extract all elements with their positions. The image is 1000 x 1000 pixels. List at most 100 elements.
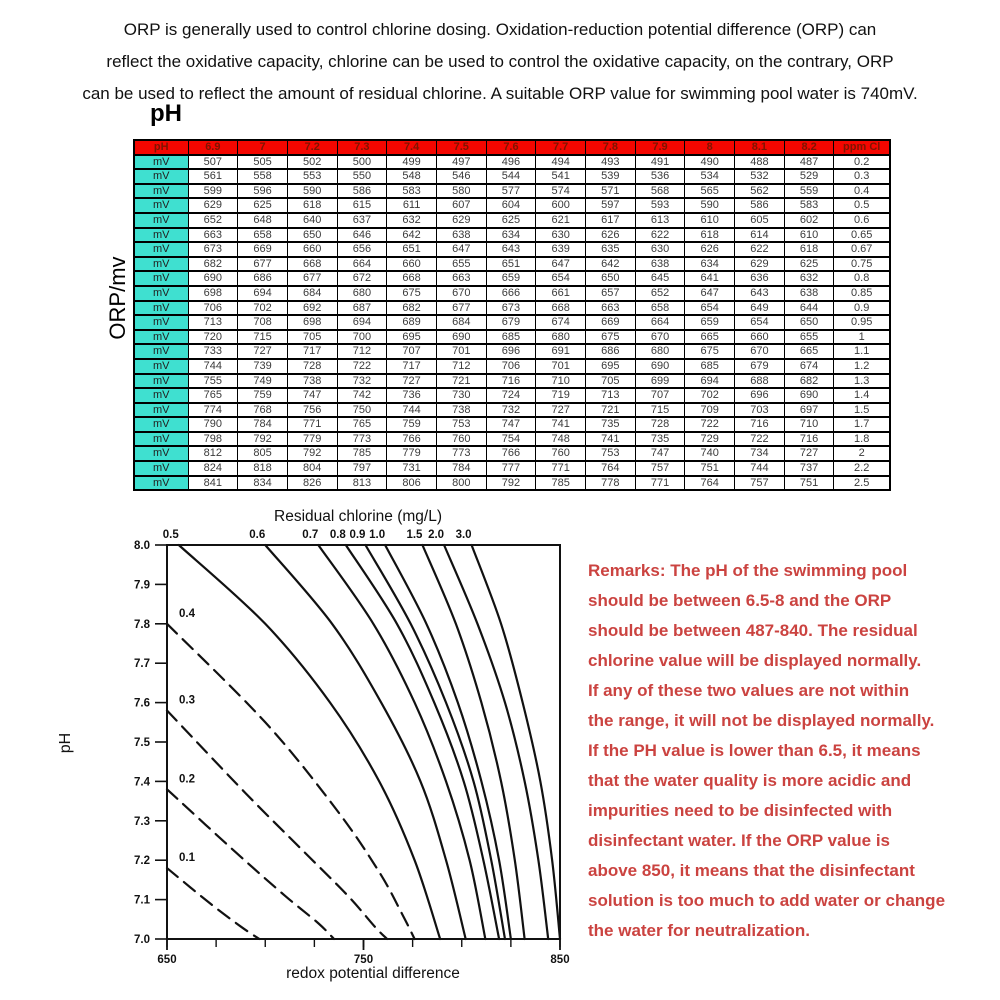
mv-value-cell: 568: [634, 182, 686, 200]
table-row: mV 629 625 618 615 611 607 604 600 597 593 590 586 58…: [133, 197, 891, 214]
mv-value-cell: 686: [237, 270, 288, 287]
mv-value-cell: 739: [237, 357, 288, 375]
table-header-cell: pH: [133, 139, 189, 156]
mv-value-cell: 728: [634, 416, 686, 433]
mv-value-cell: 663: [585, 299, 636, 317]
mv-value-cell: 684: [286, 284, 338, 302]
mv-value-cell: 558: [237, 168, 288, 185]
mv-value-cell: 574: [535, 182, 586, 200]
mv-value-cell: 826: [286, 474, 338, 492]
row-label-cell: mV: [133, 460, 189, 477]
mv-value-cell: 638: [634, 255, 686, 273]
mv-value-cell: 652: [634, 284, 686, 302]
mv-value-cell: 607: [435, 197, 487, 214]
mv-value-cell: 490: [684, 153, 736, 171]
ppm-cell: 0.85: [833, 284, 891, 302]
mv-value-cell: 634: [485, 226, 537, 244]
mv-value-cell: 707: [386, 343, 437, 360]
mv-value-cell: 670: [734, 343, 785, 360]
mv-value-cell: 765: [187, 387, 239, 404]
curve-label-2.0: 2.0: [428, 529, 444, 541]
row-label-cell: mV: [133, 241, 189, 258]
mv-value-cell: 679: [485, 314, 537, 331]
mv-value-cell: 674: [535, 314, 586, 331]
mv-value-cell: 779: [286, 430, 338, 448]
mv-value-cell: 692: [286, 299, 338, 317]
mv-value-cell: 611: [386, 197, 437, 214]
mv-value-cell: 753: [435, 416, 487, 433]
mv-value-cell: 805: [237, 445, 288, 463]
table-row: mV 682 677 668 664 660 655 651 647 642 638 634 629 62…: [133, 255, 891, 273]
mv-value-cell: 706: [485, 357, 537, 375]
remarks-text: Remarks: The pH of the swimming pool shou…: [588, 556, 958, 946]
mv-value-cell: 637: [336, 211, 388, 229]
mv-value-cell: 755: [187, 372, 239, 390]
table-header-cell: 8.2: [783, 139, 835, 156]
mv-value-cell: 680: [336, 284, 388, 302]
row-label-cell: mV: [133, 299, 189, 317]
table-row: mV 652 648 640 637 632 629 625 621 617 613 610 605 60…: [133, 211, 891, 229]
mv-value-cell: 613: [634, 211, 686, 229]
mv-value-cell: 605: [734, 211, 785, 229]
mv-value-cell: 735: [634, 430, 686, 448]
row-label-cell: mV: [133, 168, 189, 185]
mv-value-cell: 615: [336, 197, 388, 214]
mv-value-cell: 724: [485, 387, 537, 404]
row-label-cell: mV: [133, 474, 189, 492]
mv-value-cell: 694: [684, 372, 736, 390]
mv-value-cell: 548: [386, 168, 437, 185]
mv-value-cell: 664: [634, 314, 686, 331]
mv-value-cell: 771: [634, 474, 686, 492]
curve-0.1: [165, 866, 261, 941]
mv-value-cell: 614: [734, 226, 785, 244]
mv-value-cell: 675: [386, 284, 437, 302]
mv-value-cell: 622: [634, 226, 686, 244]
mv-value-cell: 784: [237, 416, 288, 433]
mv-value-cell: 651: [386, 241, 437, 258]
mv-value-cell: 716: [783, 430, 835, 448]
remarks-line: above 850, it means that the disinfectan…: [588, 861, 915, 880]
mv-value-cell: 618: [286, 197, 338, 214]
y-tick-label: 7.1: [134, 895, 151, 907]
mv-value-cell: 694: [336, 314, 388, 331]
mv-value-cell: 621: [535, 211, 586, 229]
table-header-cell: ppm Cl: [833, 139, 891, 156]
mv-value-cell: 766: [386, 430, 437, 448]
mv-value-cell: 741: [585, 430, 636, 448]
mv-value-cell: 695: [585, 357, 636, 375]
residual-chlorine-chart: Residual chlorine (mg/L) redox potential …: [58, 508, 570, 982]
mv-value-cell: 738: [435, 401, 487, 419]
mv-value-cell: 493: [585, 153, 636, 171]
mv-value-cell: 618: [783, 241, 835, 258]
mv-value-cell: 765: [336, 416, 388, 433]
mv-value-cell: 727: [386, 372, 437, 390]
mv-value-cell: 675: [684, 343, 736, 360]
table-header-row: pH 6.9 7 7.2 7.3 7.4 7.5 7.6 7.7 7.8 7.9 8 8.1 8.2 ppm…: [133, 139, 891, 156]
mv-value-cell: 700: [336, 328, 388, 346]
ppm-cell: 2.2: [833, 460, 891, 477]
table-row: mV 599 596 590 586 583 580 577 574 571 568 565 562 55…: [133, 182, 891, 200]
intro-line: ORP is generally used to control chlorin…: [123, 20, 877, 39]
mv-value-cell: 813: [336, 474, 388, 492]
mv-value-cell: 491: [634, 153, 686, 171]
mv-value-cell: 804: [286, 460, 338, 477]
mv-value-cell: 773: [435, 445, 487, 463]
mv-value-cell: 696: [734, 387, 785, 404]
mv-value-cell: 650: [286, 226, 338, 244]
curve-0.4: [165, 622, 416, 941]
mv-value-cell: 602: [783, 211, 835, 229]
table-row: mV 765 759 747 742 736 730 724 719 713 707 702 696 69…: [133, 387, 891, 404]
mv-value-cell: 562: [734, 182, 785, 200]
mv-value-cell: 590: [684, 197, 736, 214]
mv-value-cell: 638: [783, 284, 835, 302]
x-tick-label: 750: [354, 954, 373, 966]
mv-value-cell: 744: [386, 401, 437, 419]
mv-value-cell: 722: [734, 430, 785, 448]
mv-value-cell: 599: [187, 182, 239, 200]
ppm-cell: 0.2: [833, 153, 891, 171]
mv-value-cell: 703: [734, 401, 785, 419]
row-label-cell: mV: [133, 357, 189, 375]
mv-value-cell: 698: [286, 314, 338, 331]
mv-value-cell: 651: [485, 255, 537, 273]
mv-value-cell: 622: [734, 241, 785, 258]
